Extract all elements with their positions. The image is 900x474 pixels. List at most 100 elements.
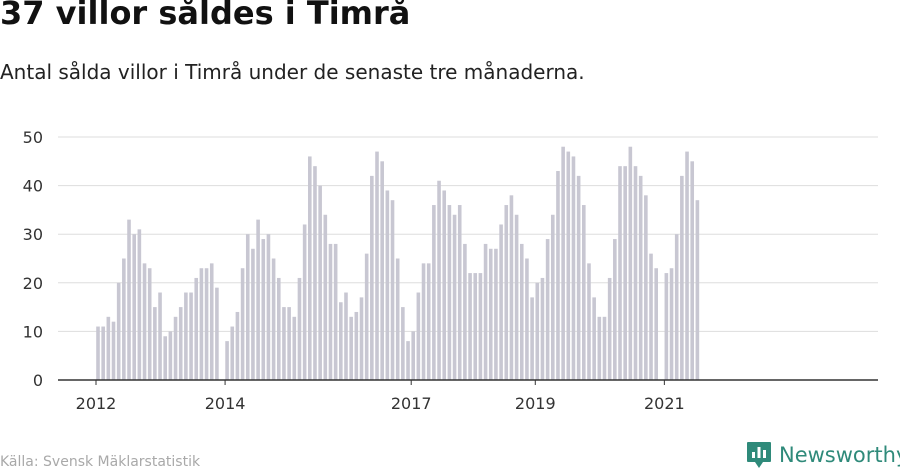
bar [215,287,219,380]
bar [514,214,519,380]
bar [442,190,447,380]
bar [292,316,297,380]
chart-subtitle: Antal sålda villor i Timrå under de sena… [0,60,585,84]
bar [623,166,627,380]
bar-chart: 0 10 20 30 40 50 2012 2014 2017 2019 2021 37 [23,0,878,413]
bar [695,200,700,380]
bar [302,224,307,380]
bar [602,316,607,380]
bar [654,268,658,380]
bar [607,277,612,380]
bar [163,336,168,380]
newsworthy-brand[interactable]: Newsworthy [746,441,900,469]
bars [96,146,700,380]
bar [406,341,410,380]
bar [153,307,157,380]
bar [535,282,540,380]
bar [271,258,276,380]
y-axis-labels: 0 10 20 30 40 50 [23,128,43,390]
y-tick-label: 50 [23,128,43,147]
bar [468,273,472,380]
bar [380,161,384,380]
bar [483,243,488,380]
bar [499,224,503,380]
bar [375,151,379,380]
bar [173,316,178,380]
bar [122,258,126,380]
bar [209,263,214,380]
bar [323,214,328,380]
bar [395,258,400,380]
bar [142,263,147,380]
bar [690,161,695,380]
bar [282,307,286,380]
bar [457,205,462,380]
bar [597,316,602,380]
bar [674,234,679,380]
bar [556,171,560,380]
bar [230,326,235,380]
bar [447,205,452,380]
source-note: Källa: Svensk Mäklarstatistik [0,454,201,470]
bar [132,234,136,380]
bar [308,156,312,380]
bar [463,243,467,380]
bar [571,156,576,380]
bar [680,175,684,380]
bar [411,331,415,380]
bar [240,268,245,380]
x-tick-label: 2017 [391,394,432,413]
gridlines [58,136,878,332]
bar [127,219,131,380]
bar [106,316,111,380]
bar [354,311,359,380]
y-tick-label: 20 [23,274,43,293]
bar [385,190,390,380]
bar [390,200,395,380]
bar [96,326,100,380]
bar [421,263,426,380]
bar [194,277,199,380]
bar [592,297,596,380]
bar [685,151,689,380]
bar [364,253,369,380]
bar [540,277,545,380]
bar [359,297,364,380]
bar [576,175,581,380]
bar [333,243,338,380]
bar [370,175,374,380]
x-axis-ticks: 2012 2014 2017 2019 2021 [76,380,685,413]
y-tick-label: 40 [23,177,43,196]
bar [525,258,529,380]
bar [504,205,509,380]
bar [276,277,281,380]
bar [426,263,431,380]
bar [561,146,565,380]
x-tick-label: 2014 [205,394,246,413]
x-tick-label: 2021 [644,394,685,413]
x-tick-label: 2012 [76,394,117,413]
bar [452,214,457,380]
bar [178,307,183,380]
bar [101,326,105,380]
y-tick-label: 0 [33,371,43,390]
bar [245,234,250,380]
chart-title: 37 villor såldes i Timrå [0,0,411,32]
bar [633,166,638,380]
bar [582,205,586,380]
bar [437,180,441,380]
last-value-label: 37 [694,0,714,4]
bar [168,331,173,380]
bar [328,243,333,380]
newsworthy-logo-icon [746,441,772,469]
bar [494,248,498,380]
bar [644,195,648,380]
bar [313,166,317,380]
bar [339,302,343,380]
bar [349,316,353,380]
bar [545,239,550,380]
bar [235,311,240,380]
bar [566,151,571,380]
bar [473,273,478,380]
brand-name: Newsworthy [779,443,900,467]
